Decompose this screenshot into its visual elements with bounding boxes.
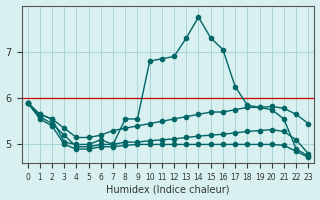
X-axis label: Humidex (Indice chaleur): Humidex (Indice chaleur) — [106, 184, 230, 194]
